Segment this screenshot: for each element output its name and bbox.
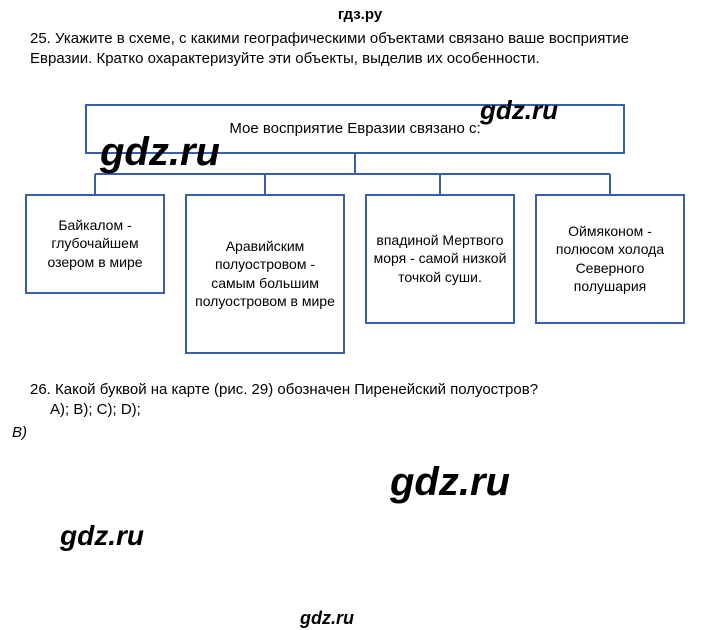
header-title: гдз.ру — [338, 6, 382, 23]
question-26: 26. Какой буквой на карте (рис. 29) обоз… — [0, 374, 720, 425]
watermark: gdz.ru — [60, 520, 144, 552]
q26-options: A); B); C); D); — [30, 400, 690, 420]
q26-text: Какой буквой на карте (рис. 29) обозначе… — [55, 381, 538, 398]
q25-text: Укажите в схеме, с какими географическим… — [30, 30, 629, 67]
watermark: gdz.ru — [300, 608, 354, 629]
tree-child-box: Байкалом - глубочайшем озером в мире — [25, 194, 165, 294]
q26-number: 26. — [30, 381, 51, 398]
q26-answer: B) — [0, 424, 720, 441]
q25-number: 25. — [30, 30, 51, 47]
tree-child-box: Оймяконом - полюсом холода Северного пол… — [535, 194, 685, 324]
question-25: 25. Укажите в схеме, с какими географиче… — [0, 23, 720, 74]
watermark: gdz.ru — [390, 460, 510, 505]
tree-child-box: впадиной Мертвого моря - самой низкой то… — [365, 194, 515, 324]
diagram-container: Мое восприятие Евразии связано с: Байкало… — [0, 74, 720, 374]
page-header: гдз.ру — [0, 0, 720, 23]
tree-child-box: Аравийским полуостровом - самым большим … — [185, 194, 345, 354]
tree-root-box: Мое восприятие Евразии связано с: — [85, 104, 625, 154]
